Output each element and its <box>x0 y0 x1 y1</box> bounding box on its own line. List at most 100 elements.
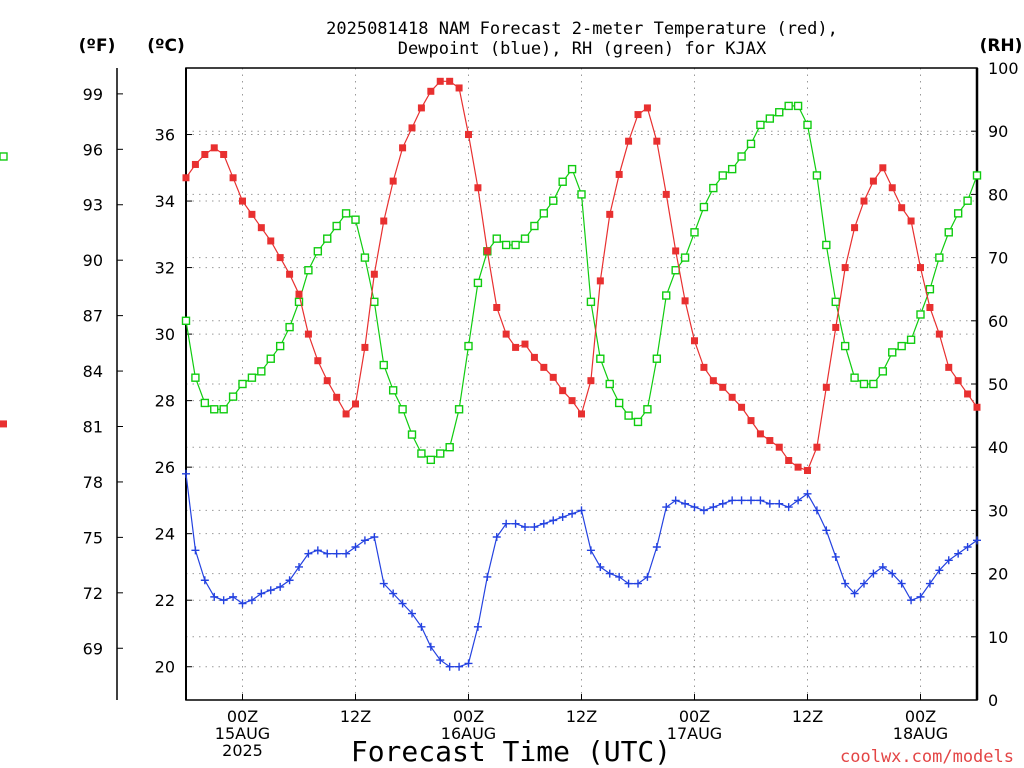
temperature-point <box>530 353 538 361</box>
celsius-tick-label: 34 <box>155 192 175 211</box>
rh-tick-label: 100 <box>988 59 1019 78</box>
celsius-tick-label: 22 <box>155 591 175 610</box>
temperature-point <box>606 210 614 218</box>
temperature-point <box>964 390 972 398</box>
celsius-tick-label: 36 <box>155 126 175 145</box>
rh-point <box>944 228 953 237</box>
temperature-point <box>869 177 877 185</box>
rh-point <box>624 411 633 420</box>
rh-point <box>332 221 341 231</box>
temperature-point <box>615 170 623 178</box>
dewpoint-point <box>200 576 209 585</box>
dewpoint-point <box>511 519 520 528</box>
dewpoint-point <box>860 579 868 588</box>
dewpoint-point <box>323 549 332 558</box>
dewpoint-point <box>916 592 925 601</box>
dewpoint-point <box>615 572 624 581</box>
rh-point <box>859 379 869 389</box>
temperature-point <box>691 337 698 345</box>
rh-point <box>351 215 360 224</box>
x-tick-label: 00Z <box>905 707 936 726</box>
rh-point <box>803 120 812 130</box>
rh-tick-label: 30 <box>988 501 1008 520</box>
temperature-point <box>352 400 359 408</box>
rh-point <box>709 183 718 193</box>
dewpoint-point <box>822 526 831 535</box>
dewpoint-point <box>417 622 426 631</box>
dewpoint-point <box>473 622 482 631</box>
dewpoint-point <box>351 542 360 551</box>
temperature-point <box>898 204 906 212</box>
rh-point <box>822 240 831 250</box>
dewpoint-point <box>313 546 322 555</box>
dewpoint-point <box>360 536 369 545</box>
celsius-tick-label: 20 <box>155 658 175 677</box>
rh-point <box>417 449 426 458</box>
rh-point <box>549 196 558 205</box>
rh-point <box>727 164 737 174</box>
fahrenheit-tick-label: 90 <box>83 251 103 270</box>
temperature-point <box>502 330 510 338</box>
rh-point <box>464 341 473 351</box>
temperature-point <box>625 137 633 145</box>
rh-point <box>737 152 746 161</box>
rh-point <box>275 341 285 351</box>
temperature-point <box>747 417 755 425</box>
rh-tick-label: 70 <box>988 249 1008 268</box>
dewpoint-point <box>464 659 473 668</box>
rh-tick-label: 0 <box>988 691 998 710</box>
rh-point <box>407 430 417 439</box>
rh-point <box>228 392 238 401</box>
x-tick-label: 17AUG <box>667 724 722 743</box>
temperature-point <box>361 343 369 351</box>
temperature-point <box>408 124 416 132</box>
temperature-point <box>822 383 830 391</box>
dewpoint-point <box>709 503 718 512</box>
fahrenheit-tick-label: 93 <box>83 196 103 215</box>
dewpoint-point <box>408 609 416 618</box>
fahrenheit-tick-label: 81 <box>83 418 103 437</box>
dewpoint-point <box>737 496 746 505</box>
dewpoint-point <box>652 542 661 551</box>
rh-point <box>492 234 501 243</box>
temperature-point <box>596 277 604 285</box>
rh-point <box>812 171 822 180</box>
dewpoint-point <box>182 469 190 478</box>
fahrenheit-ticks: 69 72 75 78 81 84 87 90 93 96 99 <box>83 85 123 658</box>
temperature-point <box>455 84 463 92</box>
rh-point <box>972 171 982 180</box>
series-line <box>185 473 978 668</box>
temperature-point <box>220 150 228 158</box>
rh-point <box>210 405 219 414</box>
rh-point <box>511 240 520 250</box>
rh-point <box>0 152 8 161</box>
temperature-point <box>738 403 746 411</box>
temperature-point <box>182 174 190 182</box>
celsius-ticks: 20 22 24 26 28 30 32 34 36 <box>155 126 192 677</box>
dewpoint-point <box>568 509 577 518</box>
temperature-point <box>832 323 840 331</box>
rh-point <box>501 240 511 250</box>
temperature-point <box>267 237 275 245</box>
temperature-point <box>888 184 896 192</box>
temperature-point <box>945 363 953 371</box>
x-tick-label: 12Z <box>340 707 371 726</box>
dewpoint-point <box>238 599 247 608</box>
temperature-point <box>587 377 595 385</box>
dewpoint-point <box>191 546 200 555</box>
rh-point <box>304 266 313 275</box>
rh-point <box>897 341 906 351</box>
temperature-point <box>295 290 303 298</box>
celsius-tick-label: 30 <box>155 325 175 344</box>
x-tick-label: 00Z <box>227 707 258 726</box>
dewpoint-point <box>558 513 567 522</box>
temperature-point <box>728 393 736 401</box>
dewpoint-point <box>342 549 351 558</box>
temperature-point <box>493 303 501 311</box>
chart-title-line1: 2025081418 NAM Forecast 2-meter Temperat… <box>326 19 838 39</box>
celsius-tick-label: 26 <box>155 458 175 477</box>
temperature-point <box>323 377 331 385</box>
temperature-point <box>813 443 821 451</box>
rh-point <box>191 373 200 382</box>
dewpoint-point <box>935 566 944 575</box>
